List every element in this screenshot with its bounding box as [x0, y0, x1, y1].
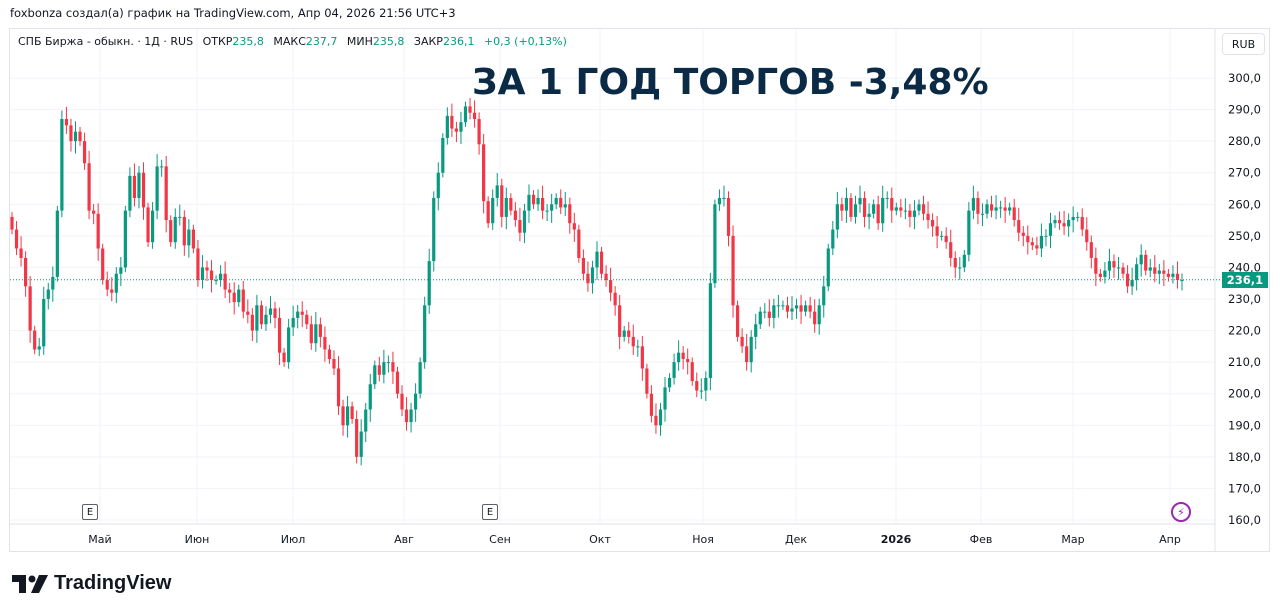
y-axis-label: 240,0	[1228, 260, 1261, 274]
high-value: 237,7	[305, 35, 338, 48]
x-axis-label: Дек	[785, 533, 807, 546]
last-price-badge: 236,1	[1222, 271, 1268, 288]
x-axis-label: Май	[88, 533, 111, 546]
symbol-name[interactable]: СПБ Биржа - обыкн. · 1Д · RUS	[18, 35, 194, 48]
high-label: МАКС	[273, 35, 306, 48]
y-axis-label: 230,0	[1228, 292, 1261, 306]
open-value: 235,8	[232, 35, 264, 48]
tradingview-logo-icon	[12, 574, 48, 593]
y-axis-label: 200,0	[1228, 387, 1261, 401]
y-axis-label: 280,0	[1228, 134, 1261, 148]
x-axis-label: Сен	[489, 533, 511, 546]
lightning-alert-icon[interactable]: ⚡	[1171, 502, 1191, 522]
y-axis-label: 220,0	[1228, 324, 1261, 338]
candles	[10, 97, 1184, 466]
symbol-legend: СПБ Биржа - обыкн. · 1Д · RUS ОТКР235,8 …	[18, 35, 567, 48]
x-axis-label: 2026	[881, 533, 912, 546]
close-value: 236,1	[442, 35, 475, 48]
x-axis-label: Мар	[1061, 533, 1084, 546]
chart-frame	[9, 28, 1270, 552]
y-axis-label: 170,0	[1228, 481, 1261, 495]
y-axis-label: 260,0	[1228, 197, 1261, 211]
chart-credit: foxbonza создал(а) график на TradingView…	[10, 6, 456, 20]
earnings-marker[interactable]: E	[82, 504, 98, 520]
x-axis-label: Фев	[970, 533, 993, 546]
y-axis-label: 270,0	[1228, 166, 1261, 180]
y-axis-label: 210,0	[1228, 355, 1261, 369]
change-value: +0,3 (+0,13%)	[483, 35, 567, 48]
currency-button[interactable]: RUB	[1222, 33, 1265, 55]
low-label: МИН	[346, 35, 373, 48]
y-axis-label: 160,0	[1228, 513, 1261, 527]
y-axis-label: 180,0	[1228, 450, 1261, 464]
x-axis-label: Ноя	[692, 533, 714, 546]
x-axis-label: Июл	[281, 533, 306, 546]
y-axis-label: 190,0	[1228, 418, 1261, 432]
y-axis-label: 290,0	[1228, 103, 1261, 117]
logo-text: TradingView	[54, 572, 172, 594]
x-axis-label: Окт	[589, 533, 611, 546]
low-value: 235,8	[372, 35, 405, 48]
y-axis-label: 300,0	[1228, 71, 1261, 85]
x-axis-label: Апр	[1159, 533, 1181, 546]
chart-headline-annotation: ЗА 1 ГОД ТОРГОВ -3,48%	[472, 62, 989, 103]
close-label: ЗАКР	[413, 35, 443, 48]
open-label: ОТКР	[202, 35, 233, 48]
x-axis-label: Авг	[394, 533, 414, 546]
x-axis-label: Июн	[185, 533, 210, 546]
y-axis-label: 250,0	[1228, 229, 1261, 243]
earnings-marker[interactable]: E	[482, 504, 498, 520]
tradingview-logo[interactable]: TradingView	[12, 572, 171, 595]
